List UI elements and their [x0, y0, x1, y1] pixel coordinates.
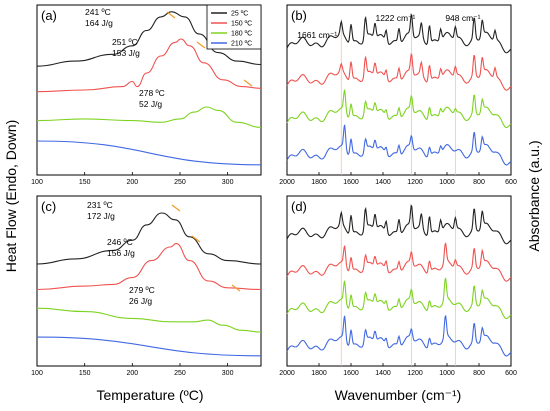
chart-panel: 100 150 200 250 300 (c) 231 ºC 172 J/g 246 ºC 156… — [31, 195, 262, 377]
peak-annotation-line: 246 ºC — [107, 237, 133, 247]
series-line — [36, 212, 262, 265]
peak-annotation-line: 52 J/g — [139, 99, 162, 109]
series-line — [36, 307, 262, 333]
band-annotation: 948 cm⁻¹ — [445, 13, 480, 23]
band-annotation: 1661 cm⁻¹ — [297, 30, 337, 40]
chart-panel: 2000 1800 1600 1400 1200 1000 800 600 (b) 1661 cm… — [279, 4, 517, 186]
x-tick-label: 300 — [222, 179, 234, 186]
peak-annotation-line: 251 ºC — [112, 37, 138, 47]
peak-arrow — [166, 11, 176, 19]
x-tick-label: 200 — [126, 179, 138, 186]
x-tick-label: 100 — [31, 370, 43, 377]
series-line — [286, 89, 512, 129]
peak-annotation: 278 ºC 52 J/g — [139, 88, 165, 109]
legend-entry: 210 ºC — [231, 41, 252, 48]
plot-frame — [286, 4, 512, 176]
panels: 100 150 200 250 300 (a) 241 ºC 164 J/g 251 ºC 153… — [31, 4, 517, 377]
series-line — [36, 38, 262, 93]
peak-annotation-line: 279 ºC — [129, 285, 155, 295]
peak-annotation-line: 153 J/g — [112, 48, 140, 58]
plot-frame — [286, 195, 512, 367]
legend-entry: 25 ºC — [231, 11, 248, 18]
peak-annotation: 246 ºC 156 J/g — [107, 237, 135, 258]
peak-annotation: 279 ºC 26 J/g — [129, 285, 155, 306]
series-line — [36, 243, 262, 291]
peak-arrow — [243, 79, 253, 87]
peak-annotation-line: 156 J/g — [107, 248, 135, 258]
x-tick-label: 150 — [79, 179, 91, 186]
x-tick-label: 2000 — [279, 370, 295, 377]
x-tick-label: 300 — [222, 370, 234, 377]
x-tick-label: 250 — [174, 179, 186, 186]
x-tick-label: 2000 — [279, 179, 295, 186]
x-tick-label: 1400 — [375, 370, 391, 377]
series-line — [36, 336, 262, 357]
peak-arrow — [191, 235, 201, 243]
chart-panel: 2000 1800 1600 1400 1200 1000 800 600 (d) — [279, 195, 517, 377]
x-tick-label: 1000 — [439, 370, 455, 377]
peak-arrow — [171, 204, 181, 212]
legend-entry: 150 ºC — [231, 21, 252, 28]
x-tick-label: 1400 — [375, 179, 391, 186]
x-tick-label: 1800 — [311, 179, 327, 186]
peak-annotation: 251 ºC 153 J/g — [112, 37, 140, 58]
panel-label: (c) — [41, 199, 56, 214]
plot-frame — [36, 4, 262, 176]
x-tick-label: 600 — [505, 179, 517, 186]
series-line — [286, 13, 512, 54]
series-line — [286, 277, 512, 320]
x-tick-label: 600 — [505, 370, 517, 377]
x-axis-label-temperature: Temperature (ºC) — [96, 387, 203, 403]
x-tick-label: 1600 — [343, 179, 359, 186]
series-line — [36, 11, 262, 67]
x-tick-label: 1800 — [311, 370, 327, 377]
series-line — [36, 106, 262, 128]
series-line — [286, 53, 512, 91]
panel-label: (b) — [291, 8, 307, 23]
x-tick-label: 1200 — [407, 179, 423, 186]
x-tick-label: 200 — [126, 370, 138, 377]
peak-annotation-line: 241 ºC — [85, 7, 111, 17]
peak-arrow — [231, 284, 241, 292]
plot-frame — [36, 195, 262, 367]
x-tick-label: 1200 — [407, 370, 423, 377]
peak-annotation-line: 26 J/g — [129, 296, 152, 306]
peak-arrow — [196, 41, 206, 49]
peak-annotation-line: 172 J/g — [87, 211, 115, 221]
band-annotation: 1222 cm⁻¹ — [375, 13, 415, 23]
panel-label: (d) — [291, 199, 307, 214]
x-tick-label: 1600 — [343, 370, 359, 377]
x-tick-label: 800 — [473, 179, 485, 186]
x-tick-label: 250 — [174, 370, 186, 377]
y-axis-label-heat-flow: Heat Flow (Endo, Down) — [3, 120, 19, 273]
legend-entry: 180 ºC — [231, 31, 252, 38]
series-line — [286, 124, 512, 166]
panel-label: (a) — [41, 8, 57, 23]
series-line — [286, 314, 512, 357]
x-tick-label: 1000 — [439, 179, 455, 186]
peak-annotation-line: 231 ºC — [87, 200, 113, 210]
x-tick-label: 150 — [79, 370, 91, 377]
x-tick-label: 100 — [31, 179, 43, 186]
chart-panel: 100 150 200 250 300 (a) 241 ºC 164 J/g 251 ºC 153… — [31, 4, 262, 186]
x-tick-label: 800 — [473, 370, 485, 377]
series-line — [36, 140, 262, 166]
series-line — [286, 204, 512, 245]
peak-annotation-line: 278 ºC — [139, 88, 165, 98]
y-axis-label-absorbance: Absorbance (a.u.) — [526, 140, 542, 251]
peak-annotation: 241 ºC 164 J/g — [85, 7, 113, 28]
series-line — [286, 242, 512, 282]
peak-annotation: 231 ºC 172 J/g — [87, 200, 115, 221]
x-axis-label-wavenumber: Wavenumber (cm⁻¹) — [335, 387, 462, 403]
peak-annotation-line: 164 J/g — [85, 18, 113, 28]
